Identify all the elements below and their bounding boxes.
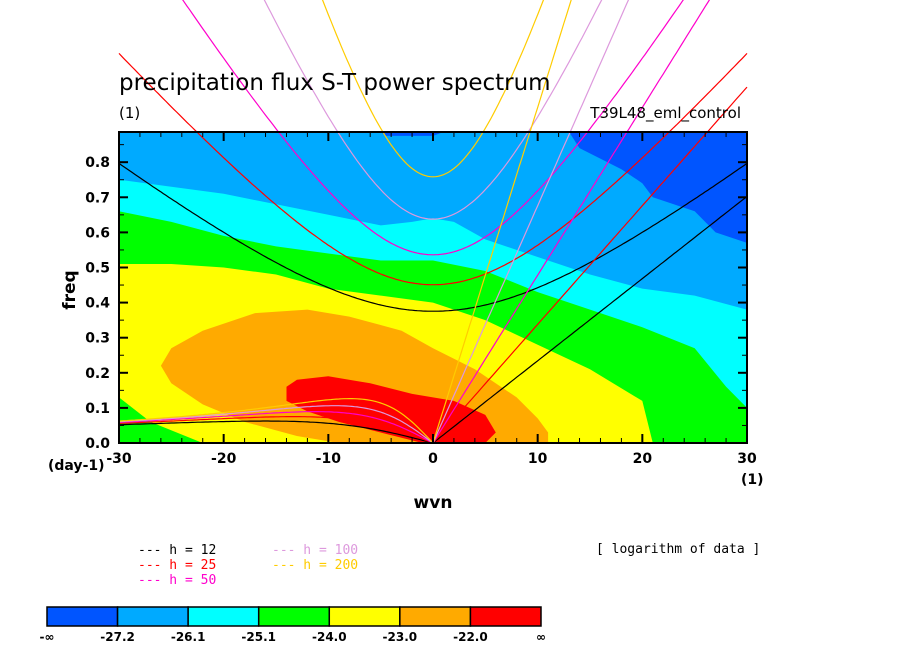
colorbar-swatch	[399, 606, 472, 627]
y-tick-label: 0.0	[85, 436, 110, 452]
colorbar-swatch	[469, 606, 542, 627]
colorbar-label: -27.2	[100, 630, 135, 644]
curve-ig-h25	[118, 52, 748, 286]
subtitle-left: (1)	[119, 104, 140, 122]
x-tick-labels: -30 -20 -10 0 10 20 30	[106, 451, 757, 467]
y-tick-label: 0.5	[85, 260, 110, 276]
colorbar-label: -23.0	[383, 630, 418, 644]
legend-item: --- h = 12	[138, 543, 216, 558]
y-tick-labels: 0.0 0.1 0.2 0.3 0.4 0.5 0.6 0.7 0.8	[85, 155, 110, 452]
curve-rossby-h12	[119, 420, 434, 444]
curve-rossby-h50	[118, 411, 434, 444]
curve-ig-h200	[321, 0, 545, 178]
legend-item: --- h = 25	[138, 558, 216, 573]
legend-item: --- h = 50	[138, 573, 216, 588]
x-tick-label: -10	[316, 451, 342, 467]
x-unit-label: (1)	[741, 472, 764, 488]
colorbar-label: ∞	[536, 630, 546, 644]
curve-kelvin-h50	[432, 0, 711, 444]
y-tick-label: 0.2	[85, 366, 110, 382]
curve-rossby-h200	[118, 398, 434, 444]
curve-kelvin-h100	[432, 0, 630, 444]
curve-kelvin-h25	[432, 86, 748, 444]
y-tick-label: 0.3	[85, 331, 110, 347]
x-tick-label: 30	[737, 451, 757, 467]
colorbar-swatch	[116, 606, 189, 627]
y-tick-label: 0.6	[85, 225, 110, 241]
colorbar-label: -22.0	[453, 630, 488, 644]
x-tick-label: -30	[106, 451, 132, 467]
axis-ticks	[118, 132, 748, 444]
colorbar-label: -26.1	[171, 630, 206, 644]
curve-ig-h100	[263, 0, 603, 220]
x-tick-label: 10	[528, 451, 548, 467]
colorbar-swatch	[328, 606, 401, 627]
y-tick-label: 0.1	[85, 401, 110, 417]
curve-kelvin-h200	[432, 0, 572, 444]
log-note: [ logarithm of data ]	[596, 542, 760, 557]
dispersion-legend: --- h = 12--- h = 25--- h = 50 --- h = 10…	[138, 543, 358, 588]
curve-ig-h50	[182, 0, 684, 256]
dispersion-curves	[118, 0, 748, 444]
curve-ig-h12	[118, 162, 748, 312]
x-tick-label: 20	[633, 451, 653, 467]
curve-kelvin-h12	[432, 195, 748, 444]
colorbar-label: -∞	[40, 630, 55, 644]
x-axis-label: wvn	[414, 493, 453, 513]
subtitle-right: T39L48_eml_control	[589, 104, 741, 123]
y-tick-label: 0.8	[85, 155, 110, 171]
y-unit-label: (day-1)	[48, 458, 105, 474]
x-tick-label: 0	[428, 451, 438, 467]
colorbar-swatch	[257, 606, 331, 627]
colorbar-label: -24.0	[312, 630, 347, 644]
legend-item: --- h = 200	[272, 558, 358, 573]
y-tick-label: 0.4	[85, 296, 110, 312]
chart-title: precipitation flux S-T power spectrum	[119, 70, 551, 96]
colorbar-label: -25.1	[241, 630, 276, 644]
curve-rossby-h100	[118, 405, 434, 444]
y-tick-label: 0.7	[85, 190, 110, 206]
y-axis-label: freq	[60, 270, 80, 309]
x-tick-label: -20	[211, 451, 237, 467]
curve-rossby-h25	[118, 416, 434, 444]
colorbar-swatch	[187, 606, 260, 627]
legend-item: --- h = 100	[272, 543, 358, 558]
colorbar: -∞ -27.2 -26.1 -25.1 -24.0 -23.0 -22.0 ∞	[40, 606, 546, 644]
contour-bands	[119, 132, 747, 443]
colorbar-swatch	[46, 606, 119, 627]
